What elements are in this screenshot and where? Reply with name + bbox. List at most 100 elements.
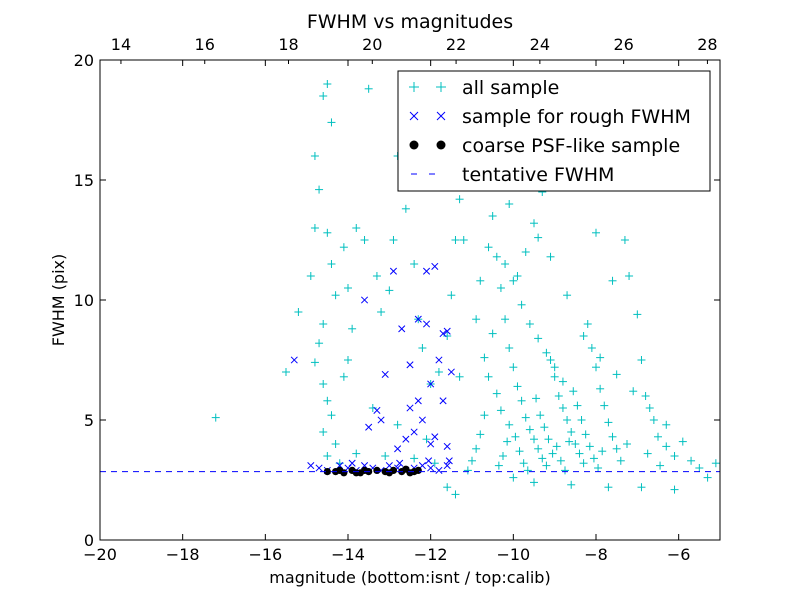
series-0-point [455, 195, 464, 204]
series-1-point [381, 370, 389, 378]
series-0-point [443, 483, 452, 492]
series-0-point [579, 332, 588, 340]
series-0-point [558, 404, 567, 412]
series-0-point [484, 243, 493, 252]
series-2-point [410, 468, 418, 476]
series-0-point [476, 276, 485, 285]
top-tick-label: 22 [446, 35, 466, 54]
series-0-point [530, 219, 538, 228]
series-0-point [532, 394, 541, 403]
series-0-point [501, 260, 510, 268]
series-0-point [410, 454, 419, 463]
series-1-point [315, 464, 323, 472]
series-0-point [519, 459, 528, 468]
x-tick-label: −18 [166, 545, 200, 564]
series-0-point [542, 461, 551, 470]
series-1-point [439, 397, 447, 405]
legend-entry: all sample [409, 77, 559, 99]
series-1-point [447, 368, 455, 376]
series-0-point [542, 348, 551, 357]
legend-swatch [436, 111, 446, 121]
legend-label: coarse PSF-like sample [462, 135, 680, 157]
series-1-point [377, 416, 385, 424]
series-0-point [525, 320, 534, 328]
series-1-point [425, 457, 433, 465]
series-0-point [604, 418, 613, 427]
series-0-point [548, 449, 557, 458]
legend-box [397, 70, 711, 192]
series-0-point [505, 200, 514, 208]
series-0-point [451, 490, 460, 499]
series-2-point [373, 466, 381, 474]
series-0-point [577, 416, 586, 424]
series-0-point [600, 401, 609, 410]
series-0-point [565, 437, 574, 446]
series-0-point [389, 236, 398, 244]
series-0-point [641, 392, 650, 400]
series-0-point [323, 396, 332, 405]
series-0-point [480, 411, 489, 420]
series-0-point [525, 425, 534, 434]
plot-frame [99, 59, 721, 541]
series-0-point [554, 392, 563, 400]
series-1-point [439, 330, 447, 338]
series-0-point [472, 444, 481, 453]
x-tick-label: −20 [83, 545, 117, 564]
series-1-point [431, 262, 439, 270]
series-0-point [550, 372, 559, 381]
series-0-point [687, 456, 696, 465]
series-0-point [592, 228, 600, 237]
series-0-point [573, 401, 582, 410]
series-0-point [364, 84, 373, 93]
y-tick-label: 15 [74, 171, 94, 190]
series-0-point [654, 432, 662, 441]
series-0-point [678, 437, 687, 446]
series-0-point [558, 377, 567, 386]
legend-swatch [409, 82, 419, 92]
series-0-point [517, 396, 526, 405]
series-2-point [323, 468, 331, 476]
series-0-point [455, 372, 464, 381]
series-1-point [422, 267, 431, 275]
series-0-point [629, 387, 638, 396]
series-1-point [445, 457, 453, 465]
series-0-point [509, 276, 518, 285]
series-0-point [612, 444, 621, 453]
series-0-point [323, 80, 332, 88]
series-0-point [393, 420, 402, 429]
series-0-point [585, 442, 594, 451]
series-0-point [422, 435, 431, 444]
series-0-point [616, 456, 625, 465]
series-0-point [306, 272, 315, 280]
series-0-point [569, 387, 578, 396]
series-0-point [323, 228, 332, 237]
series-1-point [396, 459, 404, 467]
series-0-point [282, 368, 290, 376]
x-tick-label: −8 [584, 545, 608, 564]
series-0-point [492, 252, 501, 261]
series-0-point [575, 449, 584, 458]
series-0-point [530, 435, 538, 444]
legend-entry: tentative FWHM [411, 164, 614, 186]
series-0-point [352, 449, 361, 458]
series-0-point [523, 466, 532, 475]
series-0-point [563, 291, 572, 300]
legend-label: tentative FWHM [462, 164, 614, 186]
top-tick-label: 24 [530, 35, 550, 54]
series-0-point [339, 243, 348, 252]
series-0-point [633, 310, 642, 319]
series-0-point [579, 459, 588, 468]
series-0-point [544, 435, 553, 444]
series-2-point [385, 469, 393, 477]
series-0-point [612, 370, 621, 379]
series-0-point [598, 447, 607, 456]
y-tick-label: 5 [84, 411, 94, 430]
series-0-point [546, 356, 555, 364]
series-0-point [319, 380, 328, 388]
series-0-point [594, 464, 603, 472]
series-0-point [352, 224, 361, 232]
series-0-point [310, 152, 319, 160]
series-0-point [670, 485, 679, 494]
series-0-point [703, 473, 712, 482]
series-1-point [418, 416, 426, 424]
